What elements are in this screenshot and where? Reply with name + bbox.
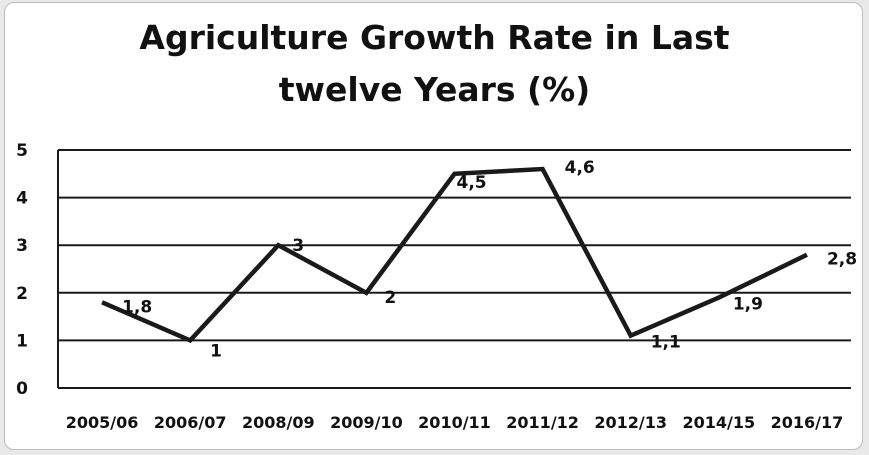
x-tick-label: 2011/12 xyxy=(506,413,579,432)
y-tick-label: 5 xyxy=(16,141,28,161)
x-tick-label: 2006/07 xyxy=(154,413,227,432)
x-tick-label: 2009/10 xyxy=(330,413,403,432)
chart-title-line-1: Agriculture Growth Rate in Last xyxy=(139,18,730,57)
x-tick-label: 2016/17 xyxy=(771,413,844,432)
data-label: 2 xyxy=(384,288,396,308)
y-tick-label: 0 xyxy=(16,379,28,399)
data-label: 1 xyxy=(210,341,222,361)
series-line xyxy=(101,166,808,344)
x-tick-label: 2012/13 xyxy=(594,413,667,432)
data-label: 4,5 xyxy=(457,173,487,193)
data-label: 2,8 xyxy=(827,250,857,270)
x-tick-label: 2010/11 xyxy=(418,413,491,432)
chart-title-line-2: twelve Years (%) xyxy=(278,70,591,109)
chart-title: Agriculture Growth Rate in Last twelve Y… xyxy=(0,12,869,116)
x-tick-label: 2008/09 xyxy=(242,413,315,432)
data-label: 1,8 xyxy=(122,297,152,317)
y-tick-label: 4 xyxy=(16,189,28,209)
y-tick-label: 3 xyxy=(16,236,28,256)
data-label: 3 xyxy=(292,236,304,256)
data-label: 1,9 xyxy=(733,295,763,315)
y-tick-label: 1 xyxy=(16,331,28,351)
x-tick-label: 2005/06 xyxy=(66,413,139,432)
data-label: 1,1 xyxy=(651,333,681,353)
y-tick-label: 2 xyxy=(16,284,28,304)
x-tick-label: 2014/15 xyxy=(683,413,756,432)
chart-frame xyxy=(4,2,863,450)
data-label: 4,6 xyxy=(565,158,595,178)
